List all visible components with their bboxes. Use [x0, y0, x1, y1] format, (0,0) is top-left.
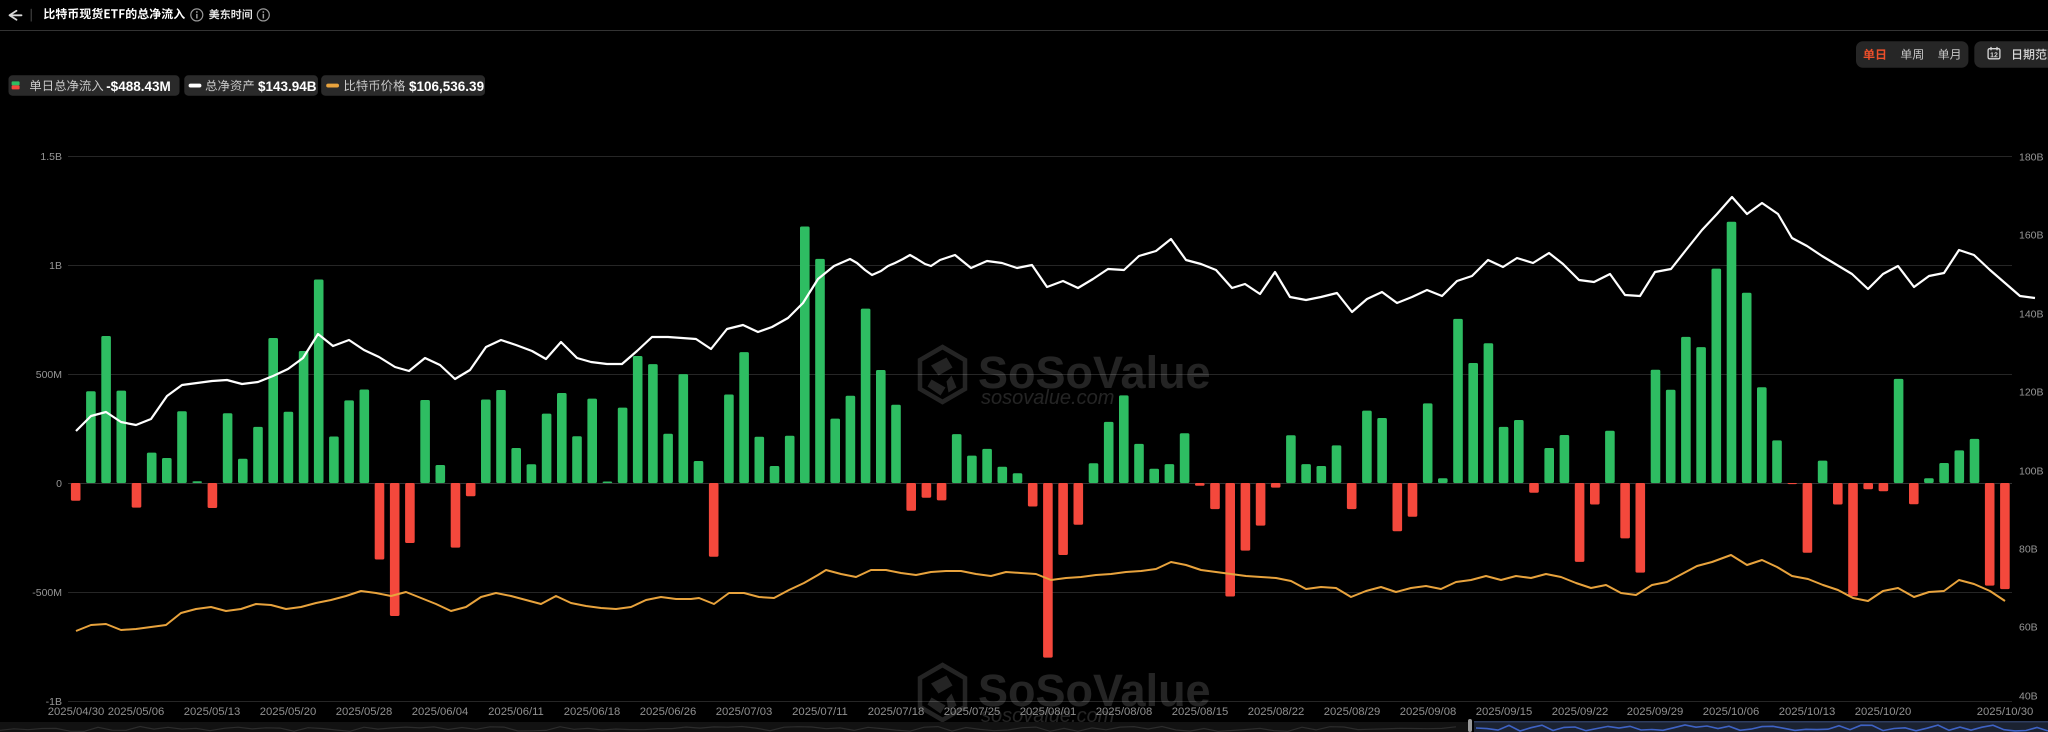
svg-text:60B: 60B: [2019, 622, 2038, 634]
svg-text:2025/08/22: 2025/08/22: [1248, 706, 1305, 718]
svg-text:2025/09/29: 2025/09/29: [1627, 706, 1684, 718]
svg-text:-1B: -1B: [46, 696, 62, 708]
svg-text:2025/06/04: 2025/06/04: [412, 706, 469, 718]
svg-text:2025/08/29: 2025/08/29: [1324, 706, 1381, 718]
svg-text:160B: 160B: [2019, 230, 2044, 242]
svg-text:140B: 140B: [2019, 309, 2044, 321]
svg-text:2025/09/15: 2025/09/15: [1476, 706, 1533, 718]
svg-text:2025/09/22: 2025/09/22: [1552, 706, 1609, 718]
svg-text:-500M: -500M: [32, 587, 62, 599]
svg-text:2025/05/20: 2025/05/20: [260, 706, 317, 718]
svg-text:2025/10/13: 2025/10/13: [1779, 706, 1836, 718]
svg-text:500M: 500M: [36, 369, 62, 381]
svg-text:2025/08/08: 2025/08/08: [1096, 706, 1153, 718]
svg-text:2025/06/26: 2025/06/26: [640, 706, 697, 718]
svg-text:2025/04/30: 2025/04/30: [48, 706, 105, 718]
svg-text:1.5B: 1.5B: [40, 151, 62, 163]
svg-text:-$488.43M: -$488.43M: [106, 79, 171, 94]
svg-text:2025/08/15: 2025/08/15: [1172, 706, 1229, 718]
svg-text:SoSoValue: SoSoValue: [978, 347, 1211, 398]
svg-text:2025/05/13: 2025/05/13: [184, 706, 241, 718]
svg-text:0: 0: [56, 478, 62, 490]
svg-text:2025/05/28: 2025/05/28: [336, 706, 393, 718]
svg-text:$106,536.39: $106,536.39: [409, 79, 484, 94]
svg-text:180B: 180B: [2019, 152, 2044, 164]
svg-text:SoSoValue: SoSoValue: [978, 665, 1211, 716]
svg-text:2025/08/01: 2025/08/01: [1020, 706, 1077, 718]
svg-text:2025/07/03: 2025/07/03: [716, 706, 773, 718]
svg-text:2025/10/20: 2025/10/20: [1855, 706, 1912, 718]
svg-text:2025/10/30: 2025/10/30: [1977, 706, 2034, 718]
svg-text:2025/07/18: 2025/07/18: [868, 706, 925, 718]
svg-text:120B: 120B: [2019, 387, 2044, 399]
svg-text:2025/09/08: 2025/09/08: [1400, 706, 1457, 718]
svg-text:100B: 100B: [2019, 466, 2044, 478]
svg-text:sosovalue.com: sosovalue.com: [981, 387, 1114, 409]
svg-text:2025/06/18: 2025/06/18: [564, 706, 621, 718]
svg-text:2025/07/11: 2025/07/11: [792, 706, 848, 718]
svg-text:2025/07/25: 2025/07/25: [944, 706, 1001, 718]
svg-text:$143.94B: $143.94B: [258, 79, 317, 94]
svg-text:1B: 1B: [49, 260, 62, 272]
svg-text:sosovalue.com: sosovalue.com: [981, 705, 1114, 727]
svg-text:40B: 40B: [2019, 691, 2038, 703]
svg-text:80B: 80B: [2019, 544, 2038, 556]
svg-text:2025/10/06: 2025/10/06: [1703, 706, 1760, 718]
svg-text:2025/05/06: 2025/05/06: [108, 706, 165, 718]
svg-text:2025/06/11: 2025/06/11: [488, 706, 544, 718]
